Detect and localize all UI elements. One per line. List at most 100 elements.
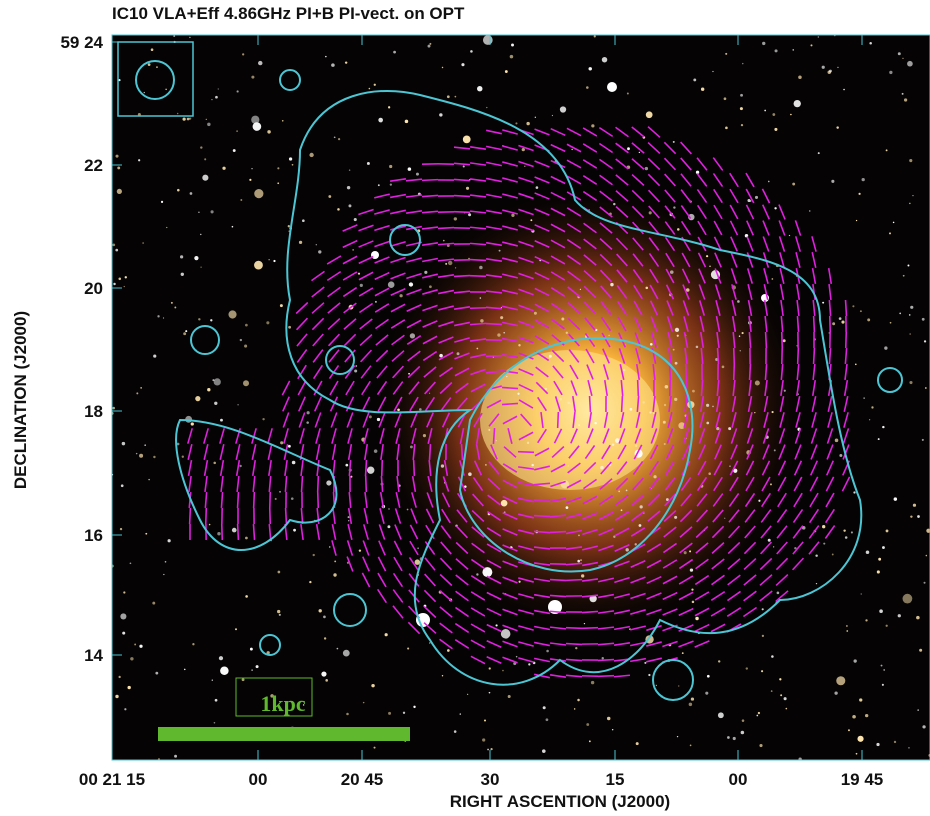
star xyxy=(142,242,144,244)
star xyxy=(236,130,238,132)
star xyxy=(909,314,911,316)
star xyxy=(292,461,296,465)
vector xyxy=(206,508,207,524)
star xyxy=(198,212,200,214)
vector xyxy=(486,356,502,357)
star xyxy=(741,731,745,735)
star xyxy=(621,509,623,511)
star xyxy=(733,737,736,740)
star xyxy=(852,305,854,307)
scale-bar xyxy=(158,727,410,741)
star xyxy=(909,333,911,335)
star xyxy=(823,543,825,545)
star xyxy=(692,390,695,393)
star xyxy=(771,655,774,658)
star xyxy=(889,71,892,74)
star xyxy=(214,402,217,405)
star xyxy=(739,335,740,336)
vector xyxy=(582,611,598,612)
star xyxy=(591,681,594,684)
star xyxy=(692,601,695,604)
star xyxy=(463,135,471,143)
star xyxy=(288,225,290,227)
star xyxy=(649,411,651,413)
star xyxy=(403,712,405,714)
star xyxy=(299,241,302,244)
star xyxy=(277,182,279,184)
star xyxy=(282,120,284,122)
star xyxy=(924,340,926,342)
star xyxy=(922,725,925,728)
star xyxy=(882,426,884,428)
star xyxy=(712,406,714,408)
star xyxy=(913,504,916,507)
star xyxy=(212,679,213,680)
star xyxy=(689,703,692,706)
star xyxy=(600,466,604,470)
star xyxy=(894,741,896,743)
star xyxy=(909,381,912,384)
star xyxy=(476,348,478,350)
star xyxy=(112,407,115,410)
star xyxy=(863,397,864,398)
star xyxy=(789,235,790,236)
star xyxy=(762,608,764,610)
star xyxy=(869,42,872,45)
star xyxy=(120,528,122,530)
star xyxy=(919,649,922,652)
star xyxy=(232,528,237,533)
vector xyxy=(454,276,470,277)
star xyxy=(288,326,291,329)
star xyxy=(115,155,118,158)
star xyxy=(348,204,351,207)
star xyxy=(774,207,776,209)
star xyxy=(423,434,426,437)
star xyxy=(163,317,164,318)
star xyxy=(627,147,630,150)
star xyxy=(740,107,743,110)
star xyxy=(774,128,777,131)
star xyxy=(639,524,642,527)
star xyxy=(117,166,120,169)
star xyxy=(627,92,629,94)
star xyxy=(784,697,787,700)
star xyxy=(602,657,604,659)
star xyxy=(894,497,897,500)
y-tick-label: 59 24 xyxy=(60,33,103,52)
star xyxy=(845,536,848,539)
vector xyxy=(422,195,438,196)
vector xyxy=(566,580,582,581)
vector xyxy=(550,532,566,533)
star xyxy=(510,55,514,59)
star xyxy=(790,114,792,116)
star xyxy=(489,692,491,694)
vector xyxy=(686,364,687,380)
star xyxy=(706,422,709,425)
star xyxy=(393,51,396,54)
star xyxy=(722,366,725,369)
star xyxy=(122,632,125,635)
star xyxy=(385,633,388,636)
star xyxy=(772,113,775,116)
star xyxy=(144,92,145,93)
star xyxy=(552,115,553,116)
star xyxy=(861,593,862,594)
star xyxy=(843,529,845,531)
star xyxy=(136,392,138,394)
star xyxy=(184,669,186,671)
star xyxy=(124,708,126,710)
star xyxy=(832,554,834,556)
x-tick-label: 19 45 xyxy=(841,770,884,789)
star xyxy=(577,560,580,563)
star xyxy=(139,645,142,648)
star xyxy=(354,218,357,221)
star xyxy=(724,97,727,100)
star xyxy=(580,289,581,290)
vector xyxy=(550,580,566,581)
star xyxy=(607,717,610,720)
star xyxy=(691,589,693,591)
star xyxy=(354,369,357,372)
star xyxy=(528,663,530,665)
star xyxy=(777,592,780,595)
vector xyxy=(566,659,582,660)
